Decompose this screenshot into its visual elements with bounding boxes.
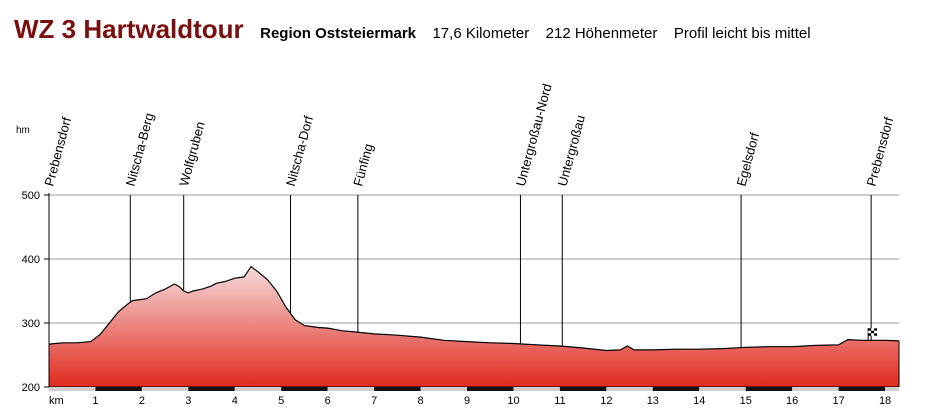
km-scale-segment — [188, 387, 235, 391]
x-tick-label-6: 6 — [325, 395, 331, 407]
x-tick-label-3: 3 — [185, 395, 191, 407]
x-tick-label-13: 13 — [647, 395, 659, 407]
km-scale-segment — [652, 387, 700, 391]
waypoint-label-6: Untergroßau — [555, 113, 588, 187]
x-tick-label-2: 2 — [139, 395, 145, 407]
km-scale-segment — [745, 387, 793, 391]
km-scale-segment — [885, 387, 899, 391]
profile-label: Profil leicht bis mittel — [673, 25, 811, 42]
x-tick-label-15: 15 — [740, 395, 752, 407]
y-tick-label-400: 400 — [22, 254, 40, 266]
km-scale-segment — [281, 387, 328, 391]
chart-header: WZ 3 Hartwaldtour Region Oststeiermark 1… — [14, 14, 811, 45]
km-scale-segment — [95, 387, 142, 391]
km-scale-segment — [420, 387, 468, 391]
km-scale-segment — [374, 387, 421, 391]
x-tick-label-8: 8 — [418, 395, 424, 407]
finish-flag-icon — [874, 333, 878, 336]
km-scale-segment — [838, 387, 886, 391]
km-scale-segment — [792, 387, 839, 391]
x-tick-label-17: 17 — [832, 395, 844, 407]
x-tick-label-10: 10 — [507, 395, 519, 407]
km-scale-segment — [606, 387, 653, 391]
x-tick-label-7: 7 — [371, 395, 377, 407]
finish-flag-icon — [871, 330, 875, 334]
x-tick-label-4: 4 — [232, 395, 238, 407]
km-scale-segment — [513, 387, 560, 391]
km-scale-segment — [141, 387, 189, 391]
waypoint-label-3: Nitscha-Dorf — [283, 114, 316, 188]
x-tick-label-16: 16 — [786, 395, 798, 407]
waypoint-label-4: Fünfing — [350, 142, 376, 188]
x-tick-label-11: 11 — [554, 395, 565, 407]
km-scale-segment — [327, 387, 375, 391]
y-tick-label-300: 300 — [22, 318, 40, 330]
km-scale-segment — [49, 387, 96, 391]
y-axis-label: hm — [16, 125, 30, 136]
finish-flag-icon — [868, 328, 872, 331]
km-scale-segment — [559, 387, 607, 391]
finish-flag-icon — [868, 330, 872, 334]
km-scale-segment — [699, 387, 746, 391]
waypoint-label-7: Egelsdorf — [733, 130, 762, 187]
km-scale-segment — [467, 387, 514, 391]
x-tick-label-9: 9 — [464, 395, 470, 407]
y-tick-label-200: 200 — [22, 382, 40, 394]
y-tick-label-500: 500 — [22, 190, 40, 202]
x-tick-label-18: 18 — [879, 395, 891, 407]
x-tick-label-14: 14 — [693, 395, 705, 407]
finish-flag-icon — [874, 328, 878, 331]
finish-flag-icon — [871, 333, 875, 336]
finish-flag-icon — [874, 330, 878, 334]
finish-flag-icon — [868, 333, 872, 336]
waypoint-label-8: Prebensdorf — [864, 115, 897, 188]
x-axis-label: km — [49, 395, 64, 407]
elevation-label: 212 Höhenmeter — [545, 25, 658, 42]
x-tick-label-5: 5 — [278, 395, 284, 407]
waypoint-label-1: Nitscha-Berg — [123, 111, 157, 187]
waypoint-label-2: Wolfgruben — [176, 120, 208, 188]
x-tick-label-1: 1 — [92, 395, 98, 407]
elevation-line — [48, 265, 900, 352]
waypoint-label-0: Prebensdorf — [41, 115, 74, 188]
distance-label: 17,6 Kilometer — [432, 25, 530, 42]
finish-flag-icon — [871, 328, 875, 331]
x-tick-label-12: 12 — [600, 395, 612, 407]
waypoint-label-5: Untergroßau-Nord — [513, 82, 555, 188]
km-scale-segment — [234, 387, 282, 391]
elevation-area — [49, 266, 899, 387]
chart-title: WZ 3 Hartwaldtour — [14, 14, 244, 44]
region-label: Region Oststeiermark — [260, 25, 417, 42]
